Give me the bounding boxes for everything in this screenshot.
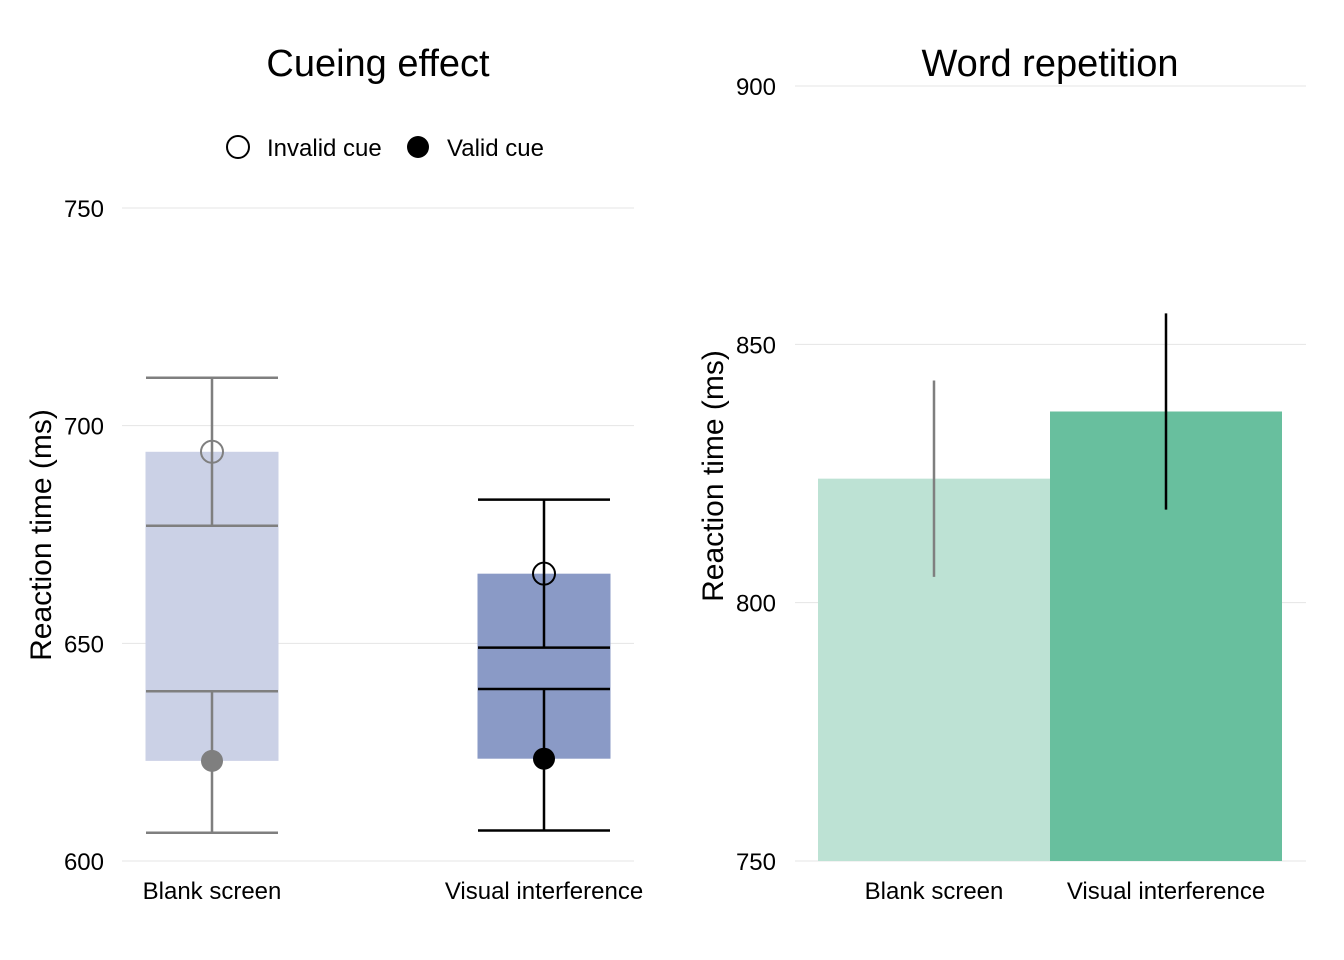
point-invalid-cue — [532, 561, 556, 586]
y-tick-label: 750 — [736, 849, 776, 876]
legend-invalid-cue-label: Invalid cue — [267, 135, 382, 162]
legend-valid-cue-label: Valid cue — [447, 135, 544, 162]
x-tick-label: Blank screen — [143, 878, 282, 905]
y-tick-label: 700 — [64, 414, 104, 441]
legend-invalid-cue-marker — [226, 135, 250, 159]
y-tick-label: 900 — [736, 74, 776, 101]
repetition-bars — [818, 411, 1282, 861]
cueing-title: Cueing effect — [266, 43, 490, 85]
repetition-error-bars — [932, 313, 1168, 577]
y-tick-label: 650 — [64, 631, 104, 658]
x-tick-label: Visual interference — [1067, 878, 1265, 905]
y-tick-label: 600 — [64, 849, 104, 876]
cueing-bars — [145, 451, 611, 761]
repetition-y-tick-labels: 750 800 850 900 — [736, 74, 776, 876]
repetition-title: Word repetition — [922, 43, 1179, 85]
cueing-points — [200, 439, 556, 772]
cueing-y-tick-labels: 600 650 700 750 — [64, 196, 104, 876]
cueing-legend: Invalid cue Valid cue — [226, 135, 544, 162]
repetition-x-tick-labels: Blank screen Visual interference — [865, 878, 1266, 905]
point-valid-cue — [201, 749, 223, 772]
legend-valid-cue-marker — [407, 136, 429, 158]
cueing-x-tick-labels: Blank screen Visual interference — [143, 878, 644, 905]
point-invalid-cue — [200, 439, 224, 464]
cueing-y-axis-label: Reaction time (ms) — [25, 409, 58, 661]
repetition-y-axis-label: Reaction time (ms) — [697, 350, 730, 602]
y-tick-label: 750 — [64, 196, 104, 223]
y-tick-label: 850 — [736, 332, 776, 359]
x-tick-label: Visual interference — [445, 878, 643, 905]
y-tick-label: 800 — [736, 591, 776, 618]
cueing-effect-panel: 600 650 700 750 Blank screen Visual interfer… — [25, 43, 643, 905]
word-repetition-panel: 750 800 850 900 Blank screen Visual interfer… — [697, 43, 1306, 905]
x-tick-label: Blank screen — [865, 878, 1004, 905]
point-valid-cue — [533, 747, 555, 770]
